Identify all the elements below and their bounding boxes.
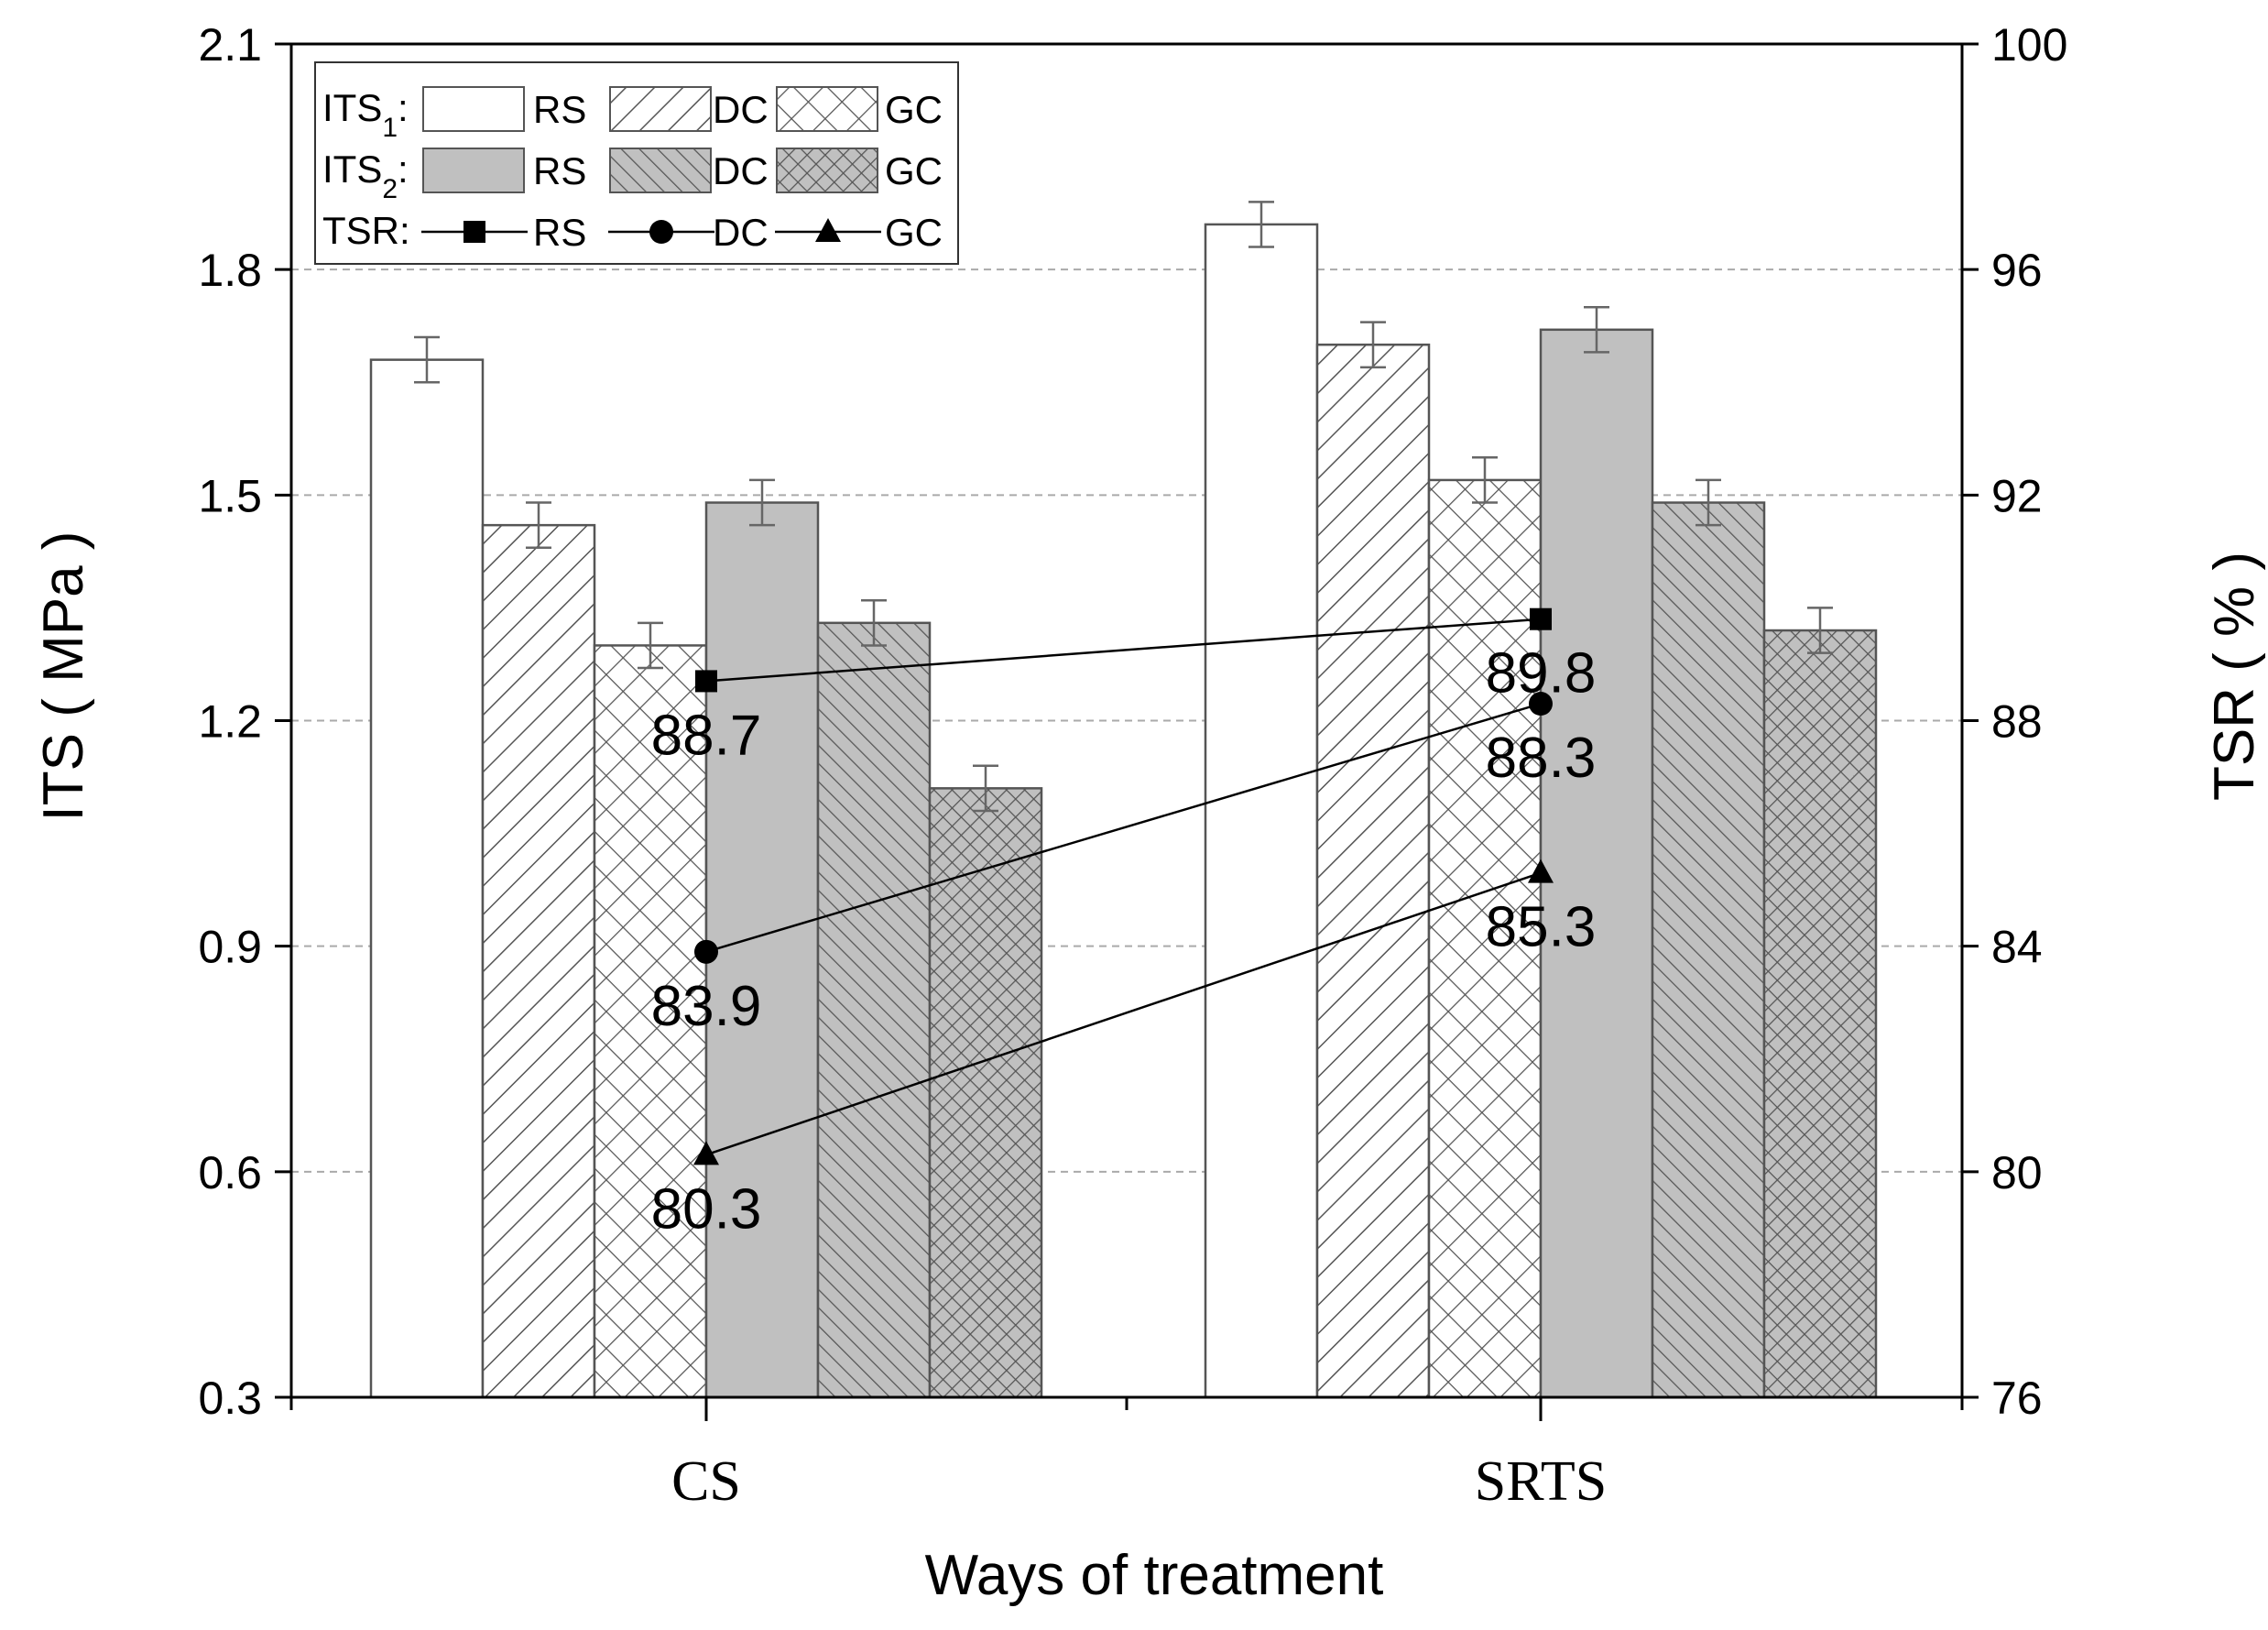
- legend-swatch: [776, 148, 878, 193]
- y-tick-label-left: 2.1: [198, 19, 262, 71]
- tsr-point-square: [1530, 607, 1552, 630]
- y-tick-label-left: 1.8: [198, 245, 262, 296]
- legend-marker: [463, 221, 485, 243]
- tsr-point-circle: [1529, 692, 1553, 717]
- legend-row-label: ITS2:: [322, 148, 409, 204]
- y-tick-label-right: 92: [1991, 470, 2043, 521]
- legend-item-label: RS: [533, 211, 586, 254]
- y-tick-label-right: 80: [1991, 1147, 2043, 1198]
- tsr-data-label: 80.3: [651, 1177, 762, 1241]
- y-tick-label-left: 0.9: [198, 922, 262, 973]
- legend-swatch: [609, 86, 712, 132]
- y-tick-label-right: 100: [1991, 19, 2067, 71]
- legend-marker: [649, 220, 673, 244]
- legend-swatch: [422, 86, 525, 132]
- legend-item-label: DC: [713, 88, 769, 131]
- tsr-point-triangle: [1528, 859, 1554, 883]
- tsr-line-square: [705, 618, 1542, 683]
- x-tick-label: CS: [671, 1450, 741, 1513]
- legend-marker: [815, 218, 841, 242]
- bar-its1-dc: [1315, 343, 1431, 1399]
- tsr-lines: 88.789.883.988.380.385.3: [651, 607, 1597, 1241]
- tsr-data-label: 88.3: [1486, 727, 1597, 790]
- y-tick-label-left: 1.2: [198, 696, 262, 748]
- bar-its2-rs: [704, 501, 820, 1399]
- y-tick-label-right: 88: [1991, 696, 2043, 748]
- tsr-data-label: 85.3: [1486, 896, 1597, 959]
- legend-item-label: GC: [885, 211, 943, 254]
- y-tick-label-right: 76: [1991, 1373, 2043, 1424]
- legend: ITS1: RS DC GC ITS2: RS DC GC TSR: RS DC GC: [314, 61, 959, 265]
- bar-its2-gc: [1762, 629, 1878, 1399]
- tsr-point-circle: [694, 939, 718, 964]
- legend-row-label: TSR:: [322, 209, 410, 252]
- legend-swatch: [609, 148, 712, 193]
- legend-item-label: DC: [713, 211, 769, 254]
- y-axis-title-right: TSR ( % ): [2203, 552, 2266, 801]
- legend-item-label: RS: [533, 149, 586, 192]
- bar-its1-dc: [481, 523, 596, 1399]
- y-tick-label-left: 1.5: [198, 470, 262, 521]
- tsr-line-circle: [705, 702, 1542, 954]
- axes: 0.3 0.6 0.9 1.2 1.5 1.8 2.1 76 80 84 88 92 96 100 CS SR…: [198, 19, 2067, 1513]
- y-tick-label-left: 0.3: [198, 1373, 262, 1424]
- y-tick-label-left: 0.6: [198, 1147, 262, 1198]
- bar-its2-rs: [1539, 328, 1654, 1399]
- tsr-data-label: 83.9: [651, 975, 762, 1038]
- y-axis-title-left: ITS ( MPa ): [32, 531, 95, 822]
- legend-row-label: ITS1:: [322, 86, 409, 143]
- legend-item-label: GC: [885, 149, 943, 192]
- tsr-point-triangle: [693, 1141, 719, 1165]
- bar-its1-rs: [1204, 223, 1319, 1399]
- bar-its2-dc: [1651, 501, 1766, 1399]
- legend-item-label: GC: [885, 88, 943, 131]
- legend-swatch: [776, 86, 878, 132]
- tsr-line-triangle: [705, 871, 1542, 1156]
- bar-its1-gc: [1427, 478, 1543, 1399]
- legend-swatch: [422, 148, 525, 193]
- bars: [369, 201, 1878, 1399]
- bar-its1-gc: [593, 644, 708, 1399]
- y-tick-label-right: 96: [1991, 245, 2043, 296]
- tsr-data-label: 88.7: [651, 704, 762, 767]
- tsr-point-square: [695, 670, 717, 693]
- y-tick-label-right: 84: [1991, 922, 2043, 973]
- bar-its1-rs: [369, 358, 485, 1399]
- bar-its2-dc: [816, 621, 932, 1399]
- x-axis-title: Ways of treatment: [925, 1544, 1384, 1607]
- legend-item-label: RS: [533, 88, 586, 131]
- legend-item-label: DC: [713, 149, 769, 192]
- x-tick-label: SRTS: [1475, 1450, 1607, 1513]
